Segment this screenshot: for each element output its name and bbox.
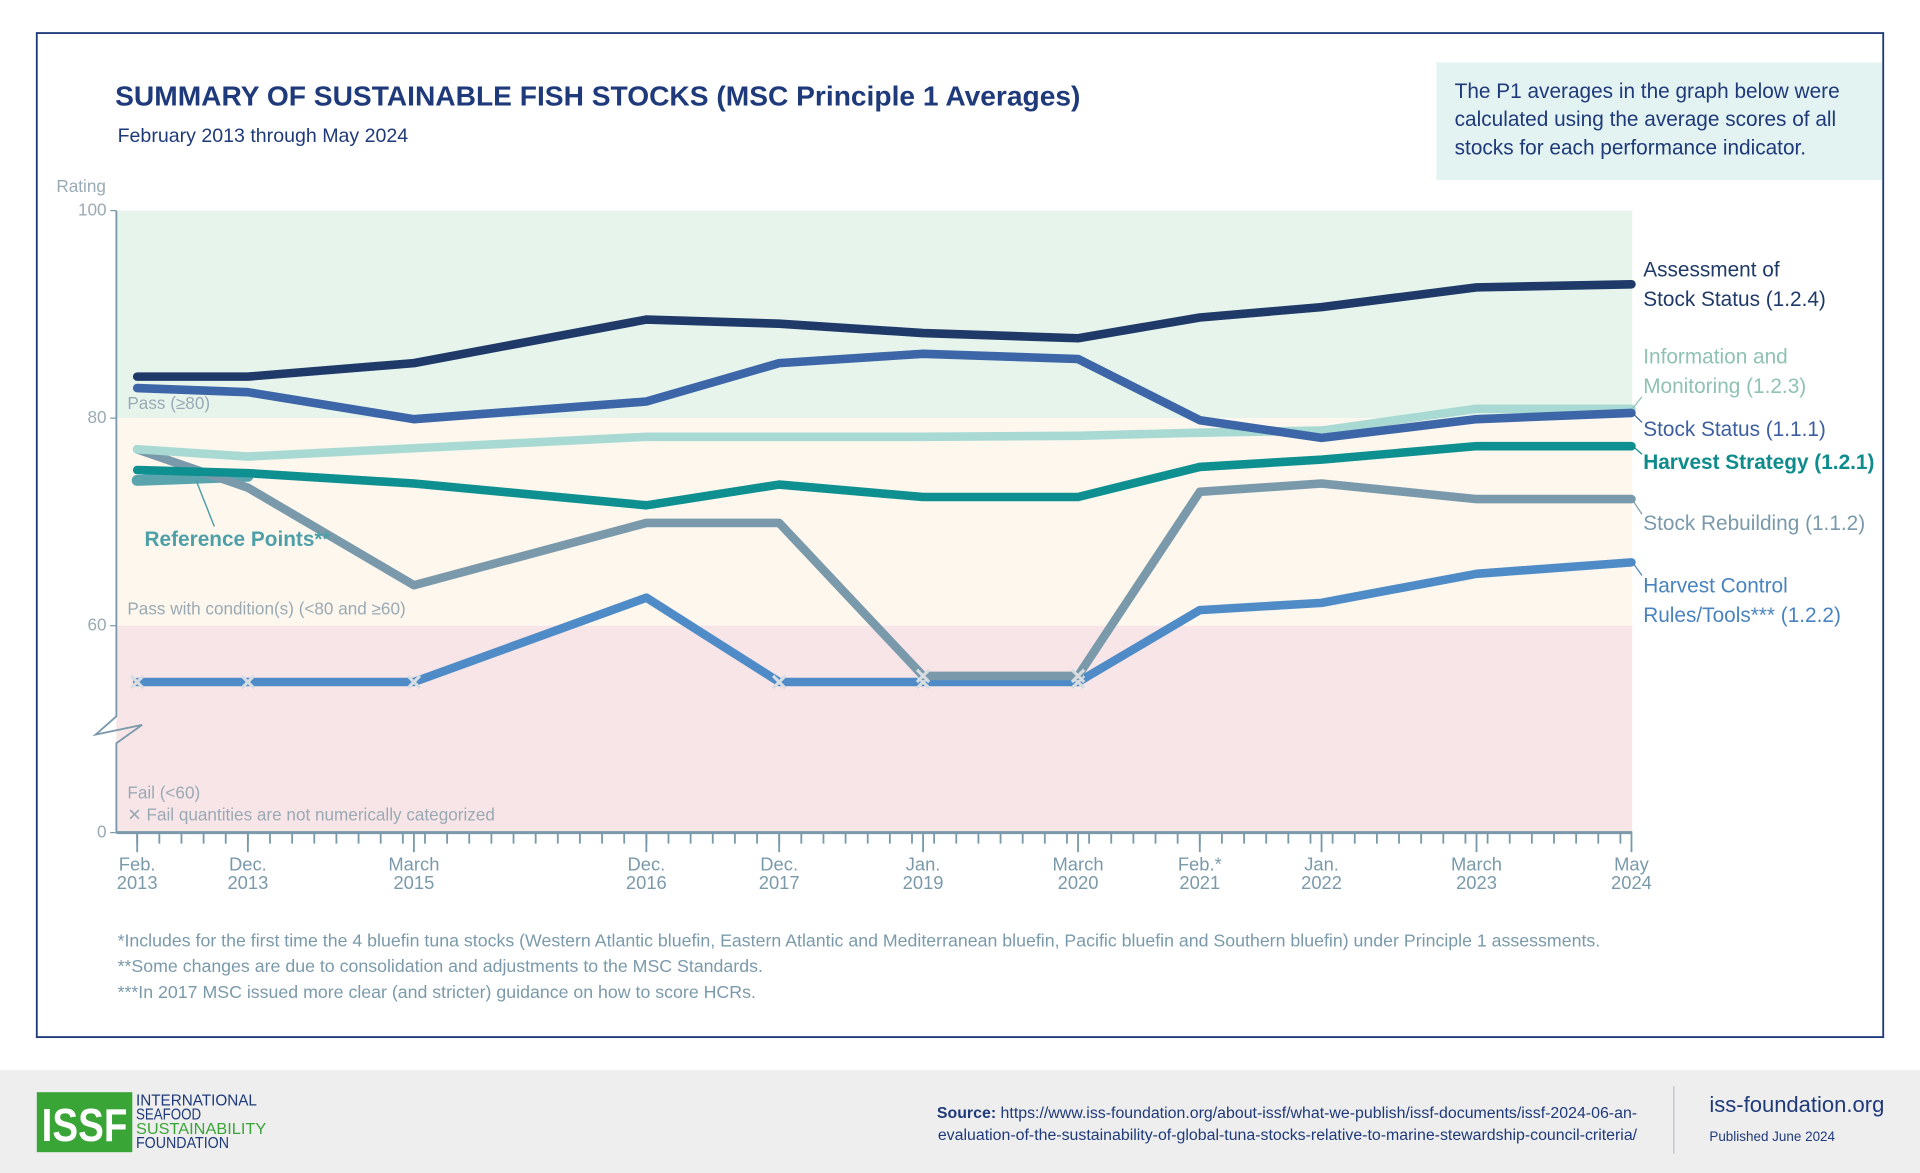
- x-tick-label: Dec.: [760, 854, 798, 875]
- series-3: [132, 441, 1636, 510]
- x-tick-label: March: [1053, 854, 1104, 875]
- org-name-line: SEAFOOD: [136, 1107, 201, 1124]
- band-2: [116, 625, 1633, 833]
- series-0: [132, 279, 1636, 381]
- fail-note: ✕ Fail quantities are not numerically ca…: [127, 804, 495, 824]
- x-tick-label: 2017: [759, 872, 800, 893]
- x-tick-label: 2013: [227, 872, 268, 893]
- published-date: Published June 2024: [1709, 1129, 1835, 1144]
- note-text: The P1 averages in the graph below were c…: [1455, 80, 1840, 159]
- note-box: [1436, 62, 1882, 180]
- x-tick-label: Jan.: [906, 854, 941, 875]
- leader-line: [1631, 561, 1643, 576]
- x-tick-label: 2024: [1611, 872, 1652, 893]
- x-tick-label: Jan.: [1304, 854, 1339, 875]
- fail-marker: [771, 674, 787, 690]
- leader-line: [1631, 412, 1643, 423]
- leader-line: [1631, 499, 1643, 515]
- y-tick-label: 100: [78, 199, 107, 219]
- leader-line: [1631, 396, 1643, 410]
- fail-marker: [1070, 668, 1086, 684]
- fail-marker: [129, 674, 145, 690]
- footer-bar: [0, 1070, 1920, 1173]
- x-tick-label: Dec.: [627, 854, 665, 875]
- x-tick-label: 2015: [393, 872, 434, 893]
- series-label: Stock Rebuilding (1.1.2): [1643, 512, 1865, 535]
- fail-marker: [240, 674, 256, 690]
- band-label-fail: Fail (<60): [127, 782, 200, 802]
- fail-marker: [406, 674, 422, 690]
- chart-title: SUMMARY OF SUSTAINABLE FISH STOCKS (MSC …: [115, 80, 1080, 111]
- x-tick-label: 2019: [903, 872, 944, 893]
- series-1: [132, 404, 1636, 461]
- y-tick-label: 0: [97, 822, 107, 842]
- band-0: [116, 210, 1633, 419]
- note-line: stocks for each performance indicator.: [1455, 136, 1806, 159]
- series-label: Reference Points**: [145, 528, 332, 551]
- series-label: Stock Status (1.2.4): [1643, 288, 1826, 311]
- y-axis-label: Rating: [56, 176, 106, 196]
- x-tick-label: 2016: [626, 872, 667, 893]
- x-tick-label: March: [1451, 854, 1502, 875]
- series-label: Harvest Control: [1643, 575, 1787, 598]
- footnotes: *Includes for the first time the 4 bluef…: [118, 930, 1601, 1001]
- band-label-conditional: Pass with condition(s) (<80 and ≥60): [127, 599, 405, 619]
- issf-logo: ISSF INTERNATIONALSEAFOODSUSTAINABILITYF…: [36, 1092, 267, 1153]
- x-tick-label: May: [1614, 854, 1650, 875]
- leader-line: [195, 479, 216, 527]
- x-tick-label: Feb.*: [1178, 854, 1222, 875]
- series-2: [132, 349, 1636, 443]
- x-tick-label: Dec.: [229, 854, 267, 875]
- footnote: *Includes for the first time the 4 bluef…: [118, 930, 1601, 950]
- footnote: ***In 2017 MSC issued more clear (and st…: [118, 982, 756, 1002]
- series-label: Stock Status (1.1.1): [1643, 418, 1826, 441]
- x-tick-label: 2022: [1301, 872, 1342, 893]
- x-tick-label: 2023: [1456, 872, 1497, 893]
- series-label: Monitoring (1.2.3): [1643, 375, 1806, 398]
- leader-line: [1631, 445, 1643, 455]
- y-tick-label: 80: [88, 407, 107, 427]
- chart-subtitle: February 2013 through May 2024: [118, 125, 409, 147]
- org-name-line: INTERNATIONAL: [136, 1093, 257, 1110]
- x-tick-label: 2020: [1058, 872, 1099, 893]
- source-line-2: evaluation-of-the-sustainability-of-glob…: [938, 1127, 1638, 1144]
- org-name-line: SUSTAINABILITY: [136, 1121, 267, 1138]
- y-axis: [92, 210, 143, 833]
- x-tick-label: 2021: [1179, 872, 1220, 893]
- plot-area: Pass (≥80) Pass with condition(s) (<80 an…: [56, 176, 1874, 893]
- x-tick-label: 2013: [117, 872, 158, 893]
- org-name-line: FOUNDATION: [136, 1135, 229, 1152]
- series-label: Rules/Tools*** (1.2.2): [1643, 604, 1841, 627]
- note-line: calculated using the average scores of a…: [1455, 108, 1837, 131]
- band-label-pass: Pass (≥80): [127, 393, 210, 413]
- x-tick-label: March: [388, 854, 439, 875]
- y-tick-label: 60: [88, 615, 107, 635]
- x-tick-label: Feb.: [119, 854, 156, 875]
- svg-text:ISSF: ISSF: [42, 1099, 128, 1151]
- fail-marker: [915, 668, 931, 684]
- source-line-1: Source: https://www.iss-foundation.org/a…: [937, 1105, 1637, 1122]
- footnote: **Some changes are due to consolidation …: [118, 956, 763, 976]
- series-label: Assessment of: [1643, 259, 1780, 282]
- series-label: Harvest Strategy (1.2.1): [1643, 451, 1874, 474]
- series-4: [132, 444, 1636, 684]
- series-label: Information and: [1643, 346, 1788, 369]
- note-line: The P1 averages in the graph below were: [1455, 80, 1840, 103]
- site-link[interactable]: iss-foundation.org: [1709, 1092, 1884, 1117]
- frame: [35, 32, 1885, 1039]
